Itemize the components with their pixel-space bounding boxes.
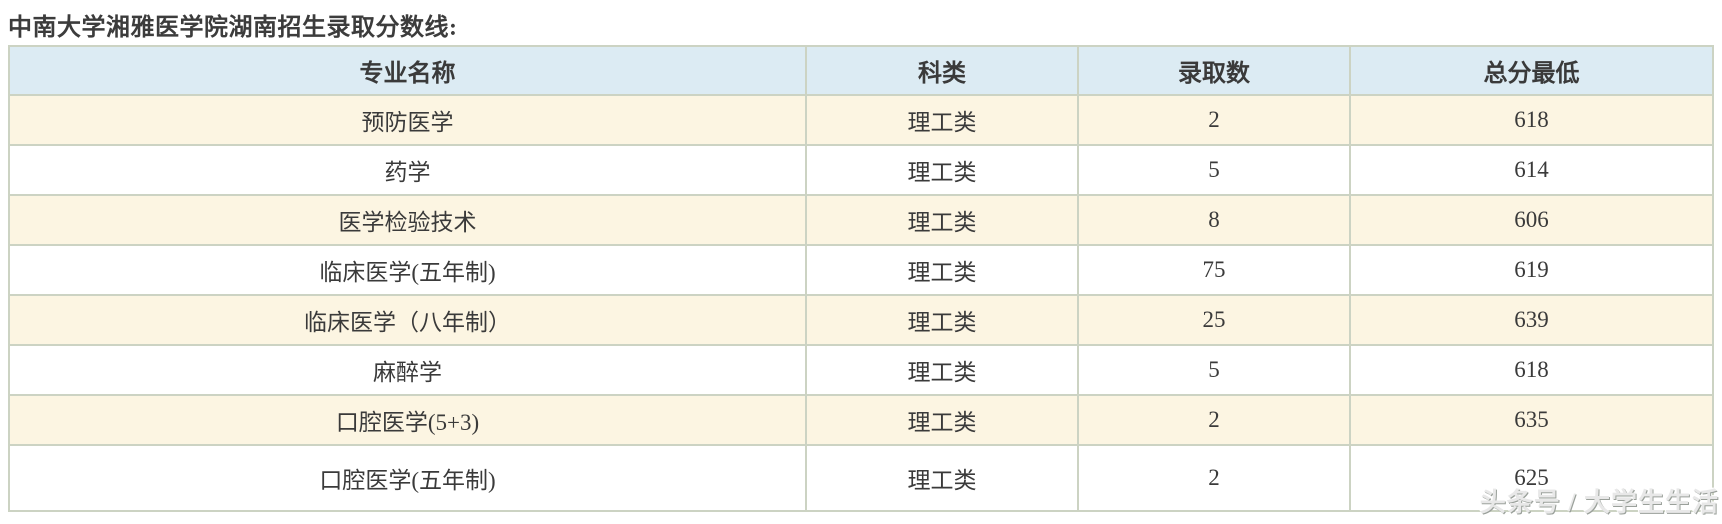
cell-major: 口腔医学(5+3) (8, 394, 807, 446)
table-row: 临床医学(五年制) 理工类 75 619 (8, 244, 1714, 296)
cell-major: 临床医学（八年制） (8, 294, 807, 346)
table-row: 口腔医学(5+3) 理工类 2 635 (8, 394, 1714, 446)
cell-admit-count: 2 (1077, 394, 1351, 446)
cell-min-score: 618 (1349, 94, 1714, 146)
cell-admit-count: 2 (1077, 94, 1351, 146)
cell-category: 理工类 (805, 294, 1079, 346)
cell-major: 预防医学 (8, 94, 807, 146)
cell-min-score: 635 (1349, 394, 1714, 446)
cell-category: 理工类 (805, 344, 1079, 396)
cell-category: 理工类 (805, 194, 1079, 246)
cell-admit-count: 2 (1077, 444, 1351, 512)
admission-scores-table: 专业名称 科类 录取数 总分最低 预防医学 理工类 2 618 药学 理工类 5… (8, 45, 1714, 512)
header-category: 科类 (805, 45, 1079, 96)
table-row: 麻醉学 理工类 5 618 (8, 344, 1714, 396)
cell-category: 理工类 (805, 394, 1079, 446)
table-header-row: 专业名称 科类 录取数 总分最低 (8, 45, 1714, 96)
cell-admit-count: 8 (1077, 194, 1351, 246)
cell-min-score: 618 (1349, 344, 1714, 396)
cell-admit-count: 5 (1077, 144, 1351, 196)
cell-min-score: 625 (1349, 444, 1714, 512)
header-admit-count: 录取数 (1077, 45, 1351, 96)
table-row: 预防医学 理工类 2 618 (8, 94, 1714, 146)
cell-admit-count: 5 (1077, 344, 1351, 396)
cell-admit-count: 75 (1077, 244, 1351, 296)
cell-category: 理工类 (805, 94, 1079, 146)
table-row: 药学 理工类 5 614 (8, 144, 1714, 196)
header-min-score: 总分最低 (1349, 45, 1714, 96)
cell-min-score: 606 (1349, 194, 1714, 246)
cell-admit-count: 25 (1077, 294, 1351, 346)
cell-major: 医学检验技术 (8, 194, 807, 246)
cell-category: 理工类 (805, 144, 1079, 196)
cell-min-score: 614 (1349, 144, 1714, 196)
header-major: 专业名称 (8, 45, 807, 96)
table-row: 临床医学（八年制） 理工类 25 639 (8, 294, 1714, 346)
table-row: 口腔医学(五年制) 理工类 2 625 (8, 444, 1714, 512)
table-row: 医学检验技术 理工类 8 606 (8, 194, 1714, 246)
cell-major: 口腔医学(五年制) (8, 444, 807, 512)
page-title: 中南大学湘雅医学院湖南招生录取分数线: (8, 15, 458, 41)
cell-category: 理工类 (805, 444, 1079, 512)
cell-min-score: 619 (1349, 244, 1714, 296)
cell-major: 药学 (8, 144, 807, 196)
cell-min-score: 639 (1349, 294, 1714, 346)
cell-major: 麻醉学 (8, 344, 807, 396)
cell-category: 理工类 (805, 244, 1079, 296)
cell-major: 临床医学(五年制) (8, 244, 807, 296)
